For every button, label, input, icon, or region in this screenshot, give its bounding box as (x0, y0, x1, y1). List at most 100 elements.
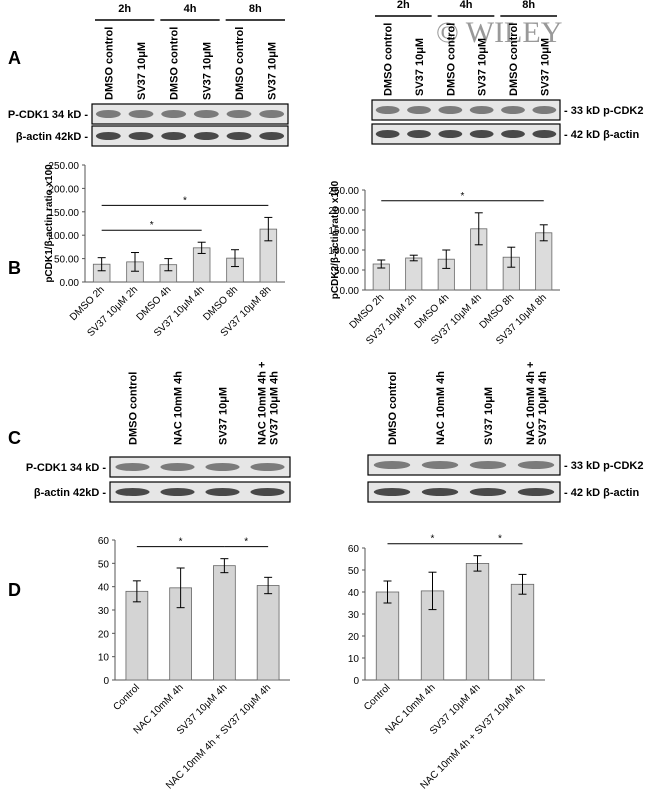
y-tick-label: 0 (103, 676, 109, 687)
bar (375, 591, 400, 681)
time-label: 4h (184, 3, 197, 15)
blot-band (407, 130, 431, 138)
time-label: 2h (118, 3, 131, 15)
y-tick-label: 50 (98, 559, 110, 570)
blot-strip (91, 125, 289, 147)
bar (125, 590, 149, 681)
lane-label: DMSO control (445, 23, 457, 96)
y-tick-label: 50.00 (54, 255, 79, 266)
significance-label: * (431, 534, 435, 545)
lane-label: SV37 10μM (477, 38, 489, 96)
blot-band (259, 110, 285, 118)
row-label: β-actin 42kD - (16, 131, 88, 143)
y-tick-label: 0.00 (60, 278, 80, 289)
panel-label: A (8, 48, 21, 68)
panel-label: B (8, 258, 21, 278)
blot-band (532, 106, 557, 114)
lane-label: NAC 10mM 4h (435, 371, 447, 445)
y-tick-label: 200.00 (328, 206, 359, 217)
blot-band (128, 110, 154, 118)
significance-label: * (244, 537, 248, 548)
blot-band (407, 106, 431, 114)
time-label: 8h (522, 0, 535, 11)
lane-label: DMSO control (508, 23, 520, 96)
blot-band (193, 110, 219, 118)
blot-band (438, 130, 463, 138)
bar (213, 565, 236, 681)
blot-band (250, 488, 285, 496)
blot-band (226, 132, 252, 140)
blot-band (532, 130, 557, 138)
y-tick-label: 250.00 (328, 186, 359, 197)
time-label: 4h (460, 0, 473, 11)
y-tick-label: 50 (348, 566, 360, 577)
y-tick-label: 10 (98, 653, 110, 664)
y-tick-label: 60 (98, 536, 110, 547)
lane-label: SV37 10μM (201, 42, 213, 100)
significance-label: * (183, 195, 187, 206)
y-axis-label: pCDK1/β-actin ratio x100 (44, 164, 55, 283)
lane-label: NAC 10mM 4h + (525, 362, 537, 445)
blot-strip (109, 481, 291, 503)
y-tick-label: 20 (348, 632, 360, 643)
row-label: β-actin 42kD - (34, 487, 106, 499)
time-label: 2h (397, 0, 410, 11)
blot-band (259, 132, 285, 140)
x-tick-label: Control (111, 682, 142, 713)
blot-band (469, 488, 507, 496)
y-tick-label: 40 (348, 588, 360, 599)
bar (535, 232, 553, 291)
lane-label: NAC 10mM 4h + (257, 362, 269, 445)
y-tick-label: 150.00 (328, 226, 359, 237)
blot-band (375, 130, 400, 138)
panel-label: C (8, 428, 21, 448)
y-axis-label: pCDK2/β-actin ratio x100 (330, 180, 341, 299)
blot-band (205, 463, 240, 471)
blot-band (469, 106, 494, 114)
significance-label: * (498, 534, 502, 545)
blot-band (115, 463, 150, 471)
y-tick-label: 0.00 (340, 286, 360, 297)
x-tick-label: Control (362, 682, 393, 713)
row-label: P-CDK1 34 kD - (8, 109, 88, 121)
y-tick-label: 20 (98, 629, 110, 640)
time-label: 8h (249, 3, 262, 15)
lane-label: DMSO control (234, 27, 246, 100)
significance-label: * (150, 220, 154, 231)
bar (256, 585, 280, 681)
row-label: - 42 kD β-actin (564, 487, 639, 499)
blot-band (115, 488, 150, 496)
y-tick-label: 30 (98, 606, 110, 617)
blot-band (160, 488, 195, 496)
blot-band (95, 132, 121, 140)
blot-band (375, 106, 400, 114)
y-tick-label: 100.00 (48, 231, 79, 242)
row-label: - 42 kD β-actin (564, 129, 639, 141)
y-tick-label: 60 (348, 544, 360, 555)
lane-label: DMSO control (128, 372, 140, 445)
lane-label: SV37 10μM (483, 387, 495, 445)
blot-band (469, 130, 494, 138)
blot-band (501, 130, 525, 138)
blot-strip (367, 454, 561, 476)
blot-band (128, 132, 154, 140)
lane-label: SV37 10μM 4h (269, 371, 281, 445)
y-tick-label: 40 (98, 583, 110, 594)
blot-band (517, 461, 555, 469)
blot-band (469, 461, 507, 469)
y-tick-label: 250.00 (48, 161, 79, 172)
watermark: © WILEY (436, 16, 562, 49)
blot-band (421, 461, 459, 469)
significance-label: * (179, 537, 183, 548)
blot-strip (109, 456, 291, 478)
blot-band (193, 132, 219, 140)
lane-label: SV37 10μM (539, 38, 551, 96)
lane-label: SV37 10μM (414, 38, 426, 96)
blot-strip (367, 481, 561, 503)
row-label: P-CDK1 34 kD - (26, 462, 106, 474)
blot-band (421, 488, 459, 496)
blot-band (161, 132, 187, 140)
significance-label: * (461, 191, 465, 202)
blot-band (205, 488, 240, 496)
y-tick-label: 50.00 (334, 266, 359, 277)
